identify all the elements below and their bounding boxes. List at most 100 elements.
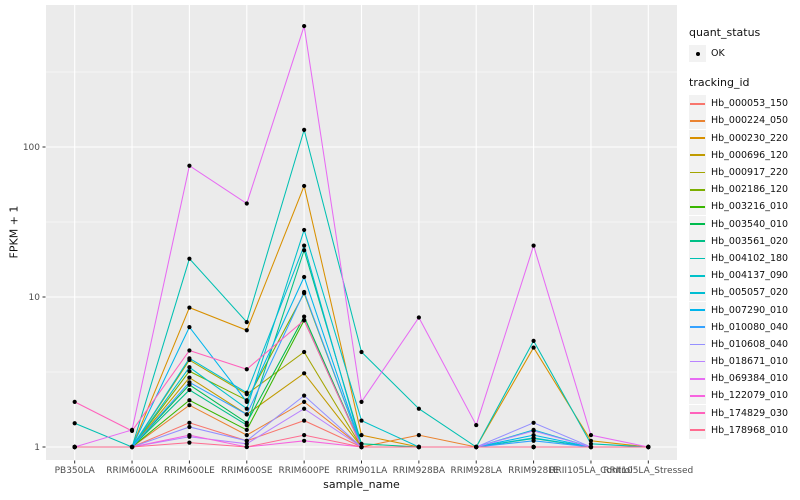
- data-point: [129, 428, 135, 434]
- line-swatch: [690, 360, 705, 363]
- legend-key: [689, 129, 706, 147]
- data-point: [244, 433, 249, 438]
- data-point: [359, 444, 364, 450]
- legend-item-label: Hb_000230_220: [711, 132, 789, 144]
- x-axis-title: sample_name: [323, 478, 400, 491]
- line-swatch: [690, 120, 705, 122]
- legend-item: Hb_000696_120: [689, 146, 797, 164]
- legend-item: Hb_174829_030: [689, 404, 797, 422]
- data-point: [187, 256, 192, 261]
- legend-key: [689, 318, 706, 336]
- line-swatch: [690, 326, 705, 329]
- data-point: [187, 356, 192, 361]
- legend-item-label: Hb_000224_050: [711, 115, 789, 127]
- data-point: [474, 444, 479, 450]
- data-point: [359, 433, 364, 438]
- data-point: [474, 422, 479, 428]
- legend-item-label: Hb_007290_010: [711, 304, 789, 316]
- legend-item-label: Hb_000053_150: [711, 98, 789, 110]
- x-tick-label: RRIM928BA: [393, 466, 446, 476]
- x-tick-label: RRIM901LA: [336, 466, 388, 476]
- data-point: [359, 418, 364, 423]
- data-point: [187, 403, 192, 408]
- legend-item: Hb_069384_010: [689, 370, 797, 388]
- data-point: [187, 365, 192, 370]
- legend-title-tracking-id: tracking_id: [689, 76, 750, 90]
- data-point: [302, 418, 307, 423]
- legend-item: Hb_000230_220: [689, 129, 797, 147]
- legend-item: OK: [689, 45, 797, 63]
- data-point: [531, 428, 536, 434]
- data-point: [531, 438, 536, 443]
- data-point: [302, 248, 307, 253]
- legend: quant_status OK tracking_id Hb_000053_15…: [689, 26, 797, 439]
- data-point: [244, 441, 249, 446]
- y-tick-label: 100: [23, 143, 40, 153]
- data-point: [187, 398, 192, 403]
- legend-item-label: Hb_174829_030: [711, 407, 789, 419]
- legend-item: Hb_005057_020: [689, 284, 797, 302]
- legend-tracking-items: Hb_000053_150 Hb_000224_050 Hb_000230_220 H…: [689, 95, 797, 439]
- line-swatch: [690, 274, 705, 277]
- legend-item: Hb_007290_010: [689, 301, 797, 319]
- legend-item: Hb_010080_040: [689, 318, 797, 336]
- legend-key: [689, 181, 706, 199]
- x-tick-label: RRIM928LA: [450, 466, 502, 476]
- data-point: [302, 349, 307, 355]
- legend-item-label: Hb_004102_180: [711, 252, 789, 264]
- legend-key: [689, 215, 706, 233]
- legend-item-label: Hb_000917_220: [711, 167, 789, 179]
- data-point: [244, 444, 249, 450]
- data-point: [187, 380, 192, 385]
- legend-item: Hb_000053_150: [689, 95, 797, 113]
- data-point: [302, 399, 307, 404]
- legend-key: [689, 146, 706, 164]
- line-swatch: [690, 257, 705, 260]
- data-point: [187, 305, 192, 310]
- legend-key: [689, 404, 706, 422]
- legend-item-label: Hb_000696_120: [711, 149, 789, 161]
- x-tick-label: RRII105LA_Stressed: [603, 466, 693, 476]
- legend-item-label: Hb_010608_040: [711, 338, 789, 350]
- line-swatch: [690, 154, 705, 157]
- legend-key: [689, 198, 706, 216]
- data-point: [302, 433, 307, 438]
- legend-item: Hb_010608_040: [689, 335, 797, 353]
- legend-key: [689, 387, 706, 405]
- legend-item: Hb_003216_010: [689, 198, 797, 216]
- x-tick-label: RRIM600PE: [279, 466, 331, 476]
- data-point: [244, 367, 249, 372]
- data-point: [531, 444, 536, 450]
- legend-item: Hb_004137_090: [689, 267, 797, 285]
- data-point: [302, 393, 307, 398]
- data-point: [302, 318, 307, 323]
- line-swatch: [690, 102, 705, 105]
- line-swatch: [690, 206, 705, 208]
- data-point: [244, 320, 249, 325]
- data-point: [187, 420, 192, 425]
- legend-item-label: Hb_178968_010: [711, 424, 789, 436]
- legend-tracking-id: tracking_id Hb_000053_150 Hb_000224_050 Hb…: [689, 76, 797, 439]
- data-point: [187, 424, 192, 430]
- data-point: [129, 444, 135, 450]
- line-swatch: [690, 188, 705, 191]
- data-point: [531, 345, 536, 350]
- line-swatch: [690, 137, 705, 140]
- data-point: [244, 390, 249, 395]
- data-point: [244, 427, 249, 433]
- legend-key: [689, 95, 706, 113]
- data-point: [187, 369, 192, 374]
- point-marker-icon: [695, 51, 700, 56]
- legend-item: Hb_178968_010: [689, 421, 797, 439]
- legend-key: [689, 301, 706, 319]
- legend-title-quant-status: quant_status: [689, 26, 761, 39]
- line-swatch: [690, 240, 705, 243]
- legend-item-label: Hb_018671_010: [711, 356, 789, 368]
- legend-item-label: Hb_002186_120: [711, 184, 789, 196]
- legend-key: [689, 284, 706, 302]
- data-point: [302, 314, 307, 319]
- legend-key: [689, 370, 706, 388]
- line-swatch: [690, 429, 705, 432]
